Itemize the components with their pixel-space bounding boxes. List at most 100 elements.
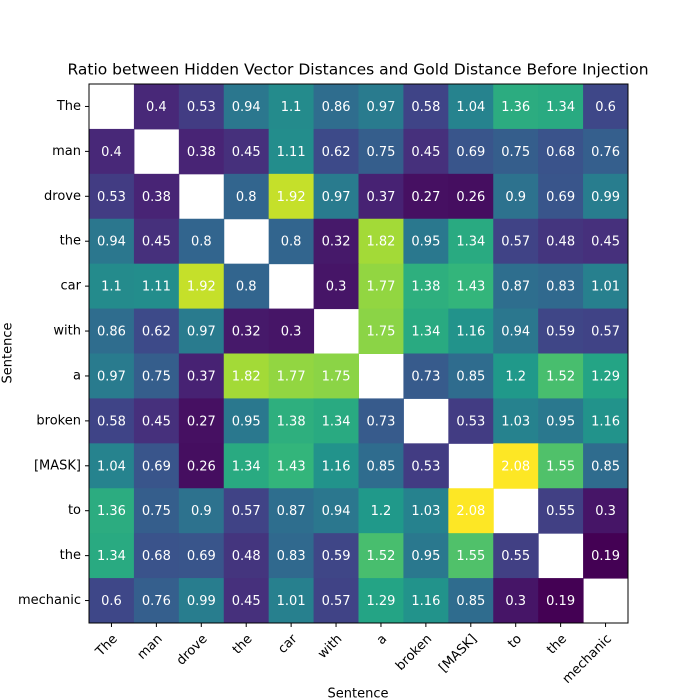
cell-label: 0.59 (546, 325, 575, 340)
cell-label: 0.3 (505, 594, 526, 609)
heatmap-cell (538, 353, 584, 399)
cell-label: 0.55 (501, 549, 530, 564)
heatmap-cell (493, 173, 539, 220)
heatmap-cell (448, 263, 494, 310)
cell-label: 0.99 (591, 190, 620, 205)
heatmap-cell (493, 218, 539, 265)
heatmap-cell (178, 218, 225, 265)
heatmap-cell (448, 308, 494, 354)
heatmap-cell (403, 443, 449, 489)
heatmap-cell (538, 84, 584, 130)
y-tick-label: the (60, 234, 81, 249)
cell-label: 1.82 (366, 235, 395, 250)
cell-label: 0.38 (187, 145, 216, 160)
cell-label: 0.19 (546, 594, 575, 609)
cell-label: 1.01 (277, 594, 306, 609)
cell-label: 0.8 (191, 235, 212, 250)
heatmap-cell (133, 398, 180, 444)
cell-label: 1.16 (322, 459, 351, 474)
cell-label: 1.04 (97, 459, 126, 474)
cell-label: 0.94 (322, 504, 351, 519)
heatmap-cell (313, 84, 359, 130)
heatmap-cell (223, 263, 270, 310)
heatmap-cell (358, 533, 404, 579)
cell-label: 0.95 (232, 414, 261, 429)
cell-label: 0.58 (411, 100, 440, 115)
cell-label: 0.69 (546, 190, 575, 205)
heatmap-cell (583, 128, 629, 175)
cell-label: 0.53 (456, 414, 485, 429)
cell-label: 0.6 (595, 100, 616, 115)
heatmap-cell (268, 443, 315, 489)
heatmap-cell (313, 488, 359, 534)
cell-label: 0.53 (411, 459, 440, 474)
cell-label: 1.34 (411, 325, 440, 340)
y-axis-label: Sentence (1, 323, 16, 384)
cell-label: 1.43 (277, 459, 306, 474)
cell-label: 0.95 (411, 235, 440, 250)
heatmap-cell (448, 488, 494, 534)
heatmap-cell (448, 218, 494, 265)
heatmap-cell (89, 308, 135, 354)
cell-label: 0.45 (232, 594, 261, 609)
y-tick-label: broken (36, 413, 81, 428)
heatmap-cell (178, 488, 225, 534)
heatmap-cell (89, 488, 135, 534)
cell-label: 0.73 (366, 414, 395, 429)
heatmap-cell (403, 173, 449, 220)
cell-label: 0.69 (456, 145, 485, 160)
heatmap-cell (538, 398, 584, 444)
heatmap-cell (223, 443, 270, 489)
x-axis-label: Sentence (328, 687, 389, 700)
cell-label: 0.53 (187, 100, 216, 115)
cell-label: 0.27 (187, 414, 216, 429)
heatmap-cell (89, 173, 135, 220)
cell-label: 0.94 (501, 325, 530, 340)
cell-label: 1.34 (456, 235, 485, 250)
heatmap-cell (358, 218, 404, 265)
cell-label: 1.34 (546, 100, 575, 115)
heatmap-cell (313, 173, 359, 220)
cell-label: 0.3 (326, 280, 347, 295)
cell-label: 0.76 (142, 594, 171, 609)
heatmap-cell (403, 533, 449, 579)
heatmap-cell (538, 218, 584, 265)
cell-label: 0.62 (322, 145, 351, 160)
heatmap-cell (268, 578, 315, 624)
cell-label: 1.2 (505, 369, 526, 384)
cell-label: 0.73 (411, 369, 440, 384)
heatmap-cell (358, 128, 404, 175)
cell-label: 0.26 (187, 459, 216, 474)
heatmap-cell (268, 488, 315, 534)
heatmap-cell (133, 353, 180, 399)
heatmap-cell (313, 398, 359, 444)
cell-label: 1.04 (456, 100, 485, 115)
heatmap-cell (538, 128, 584, 175)
heatmap-cell (538, 308, 584, 354)
cell-label: 1.1 (101, 280, 122, 295)
heatmap-cell (493, 578, 539, 624)
heatmap-cell (403, 218, 449, 265)
heatmap-cell (538, 173, 584, 220)
cell-label: 0.85 (591, 459, 620, 474)
cell-label: 0.94 (232, 100, 261, 115)
cell-label: 0.45 (142, 414, 171, 429)
heatmap-cell (583, 218, 629, 265)
heatmap-cell (223, 578, 270, 624)
heatmap-cell (403, 488, 449, 534)
cell-label: 0.45 (411, 145, 440, 160)
cell-label: 1.38 (277, 414, 306, 429)
heatmap-cell (358, 263, 404, 310)
heatmap-cell (89, 533, 135, 579)
heatmap-cell (493, 128, 539, 175)
heatmap-cell (268, 128, 315, 175)
heatmap-cell (223, 488, 270, 534)
cell-label: 1.03 (411, 504, 440, 519)
cell-label: 1.03 (501, 414, 530, 429)
cell-label: 0.32 (322, 235, 351, 250)
heatmap-cell (403, 308, 449, 354)
heatmap-cell (133, 578, 180, 624)
heatmap-cell (583, 398, 629, 444)
chart-title: Ratio between Hidden Vector Distances an… (67, 61, 648, 79)
heatmap-cell (89, 578, 135, 624)
